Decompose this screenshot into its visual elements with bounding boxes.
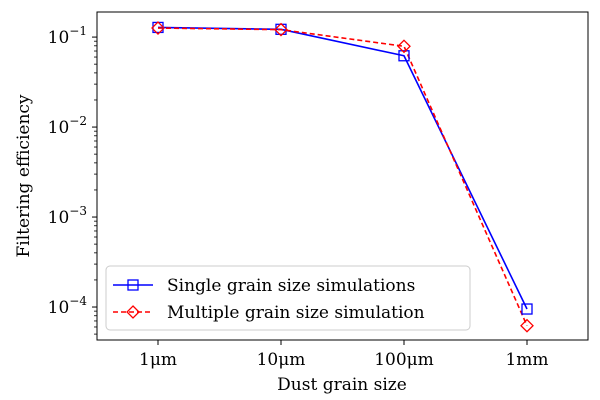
data-point-multiple (274, 22, 288, 37)
data-point-single (521, 303, 533, 315)
data-point-multiple (151, 21, 165, 35)
x-tick-label: 100μm (374, 350, 434, 370)
plot-frame (96, 11, 589, 341)
legend-frame (105, 265, 471, 331)
data-point-multiple (520, 318, 534, 333)
data-point-single (398, 50, 410, 62)
legend: Single grain size simulations Multiple g… (105, 265, 471, 331)
axis-ticks: 1μm 10μm 100μm 1mm 10−1 10−2 10−3 10−4 (48, 24, 549, 370)
x-tick-label: 1μm (139, 350, 177, 370)
y-axis-label: Filtering efficiency (14, 94, 34, 257)
y-tick-label: 10−4 (48, 294, 88, 318)
legend-marker-diamond (126, 305, 140, 319)
x-tick-label: 10μm (257, 350, 306, 370)
plot-marks (151, 21, 534, 333)
legend-label-single: Single grain size simulations (167, 276, 415, 296)
y-tick-label: 10−1 (48, 24, 87, 48)
legend-marker-square (127, 279, 139, 291)
x-axis-label: Dust grain size (277, 375, 407, 395)
series-line-multiple (157, 27, 528, 327)
data-point-multiple (397, 39, 411, 54)
x-tick-label: 1mm (505, 350, 548, 370)
y-tick-label: 10−3 (48, 204, 87, 228)
legend-label-multiple: Multiple grain size simulation (167, 303, 425, 323)
series-line-single (157, 26, 528, 310)
y-tick-label: 10−2 (48, 114, 87, 138)
